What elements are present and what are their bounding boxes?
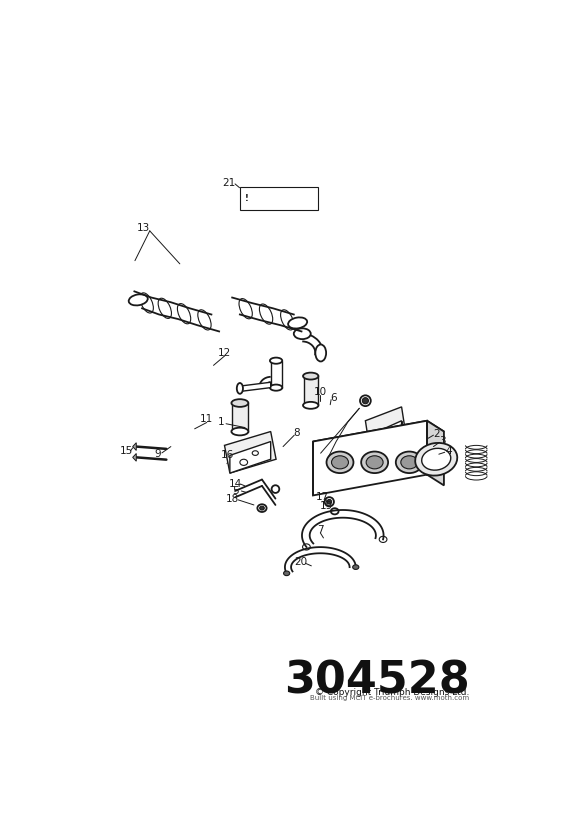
Text: 21: 21: [223, 178, 236, 188]
Text: 2: 2: [434, 428, 440, 439]
Ellipse shape: [283, 571, 290, 576]
Polygon shape: [313, 421, 444, 452]
Text: 15: 15: [120, 446, 132, 456]
Ellipse shape: [294, 328, 311, 339]
Polygon shape: [366, 407, 407, 456]
Ellipse shape: [366, 456, 383, 469]
Ellipse shape: [361, 452, 388, 473]
Text: 19: 19: [320, 501, 333, 511]
Text: 304528: 304528: [283, 660, 469, 703]
Ellipse shape: [270, 358, 282, 363]
Polygon shape: [271, 361, 282, 387]
Ellipse shape: [303, 402, 318, 409]
Ellipse shape: [362, 398, 368, 404]
Polygon shape: [224, 432, 276, 473]
Text: 18: 18: [226, 494, 239, 503]
Ellipse shape: [129, 294, 147, 306]
Ellipse shape: [353, 564, 359, 569]
Ellipse shape: [315, 344, 326, 362]
Text: 13: 13: [137, 222, 150, 232]
Ellipse shape: [332, 456, 349, 469]
Text: © Copyright Triumph Designs Ltd.: © Copyright Triumph Designs Ltd.: [315, 687, 469, 696]
Text: Built using MCIT e-brochures. www.moth.com: Built using MCIT e-brochures. www.moth.c…: [310, 695, 469, 701]
Text: 8: 8: [293, 428, 300, 438]
Text: 20: 20: [294, 557, 308, 567]
Text: 5: 5: [233, 486, 239, 496]
Text: 1: 1: [218, 418, 225, 428]
Text: 9: 9: [154, 449, 161, 459]
Ellipse shape: [237, 383, 243, 394]
Ellipse shape: [415, 442, 457, 475]
Polygon shape: [371, 421, 402, 456]
Ellipse shape: [303, 372, 318, 380]
Ellipse shape: [288, 317, 307, 329]
Polygon shape: [133, 442, 136, 451]
Ellipse shape: [257, 504, 266, 512]
Polygon shape: [133, 453, 136, 461]
Polygon shape: [319, 438, 353, 479]
Ellipse shape: [259, 506, 264, 510]
Ellipse shape: [231, 399, 248, 407]
Text: 12: 12: [218, 348, 231, 358]
Text: !: !: [245, 194, 249, 203]
Ellipse shape: [325, 497, 334, 507]
Text: 17: 17: [315, 492, 329, 503]
Ellipse shape: [326, 452, 353, 473]
Polygon shape: [325, 444, 349, 480]
Text: 3: 3: [439, 437, 446, 447]
Text: 14: 14: [229, 479, 242, 489]
Ellipse shape: [335, 456, 340, 462]
Text: 4: 4: [446, 446, 452, 456]
Ellipse shape: [272, 485, 279, 493]
Ellipse shape: [270, 385, 282, 391]
Text: 7: 7: [317, 526, 324, 536]
Polygon shape: [232, 403, 248, 432]
Text: 16: 16: [220, 451, 234, 461]
Bar: [240, 187, 318, 210]
Ellipse shape: [231, 428, 248, 435]
Ellipse shape: [360, 396, 371, 406]
Text: 6: 6: [331, 393, 337, 404]
Polygon shape: [427, 421, 444, 485]
Text: 10: 10: [314, 387, 327, 397]
Polygon shape: [313, 421, 427, 495]
Ellipse shape: [422, 448, 451, 471]
Polygon shape: [230, 442, 271, 473]
Polygon shape: [240, 382, 271, 391]
Polygon shape: [304, 376, 318, 405]
Ellipse shape: [401, 456, 418, 469]
Text: 11: 11: [200, 414, 213, 424]
Ellipse shape: [396, 452, 423, 473]
Ellipse shape: [327, 499, 332, 504]
